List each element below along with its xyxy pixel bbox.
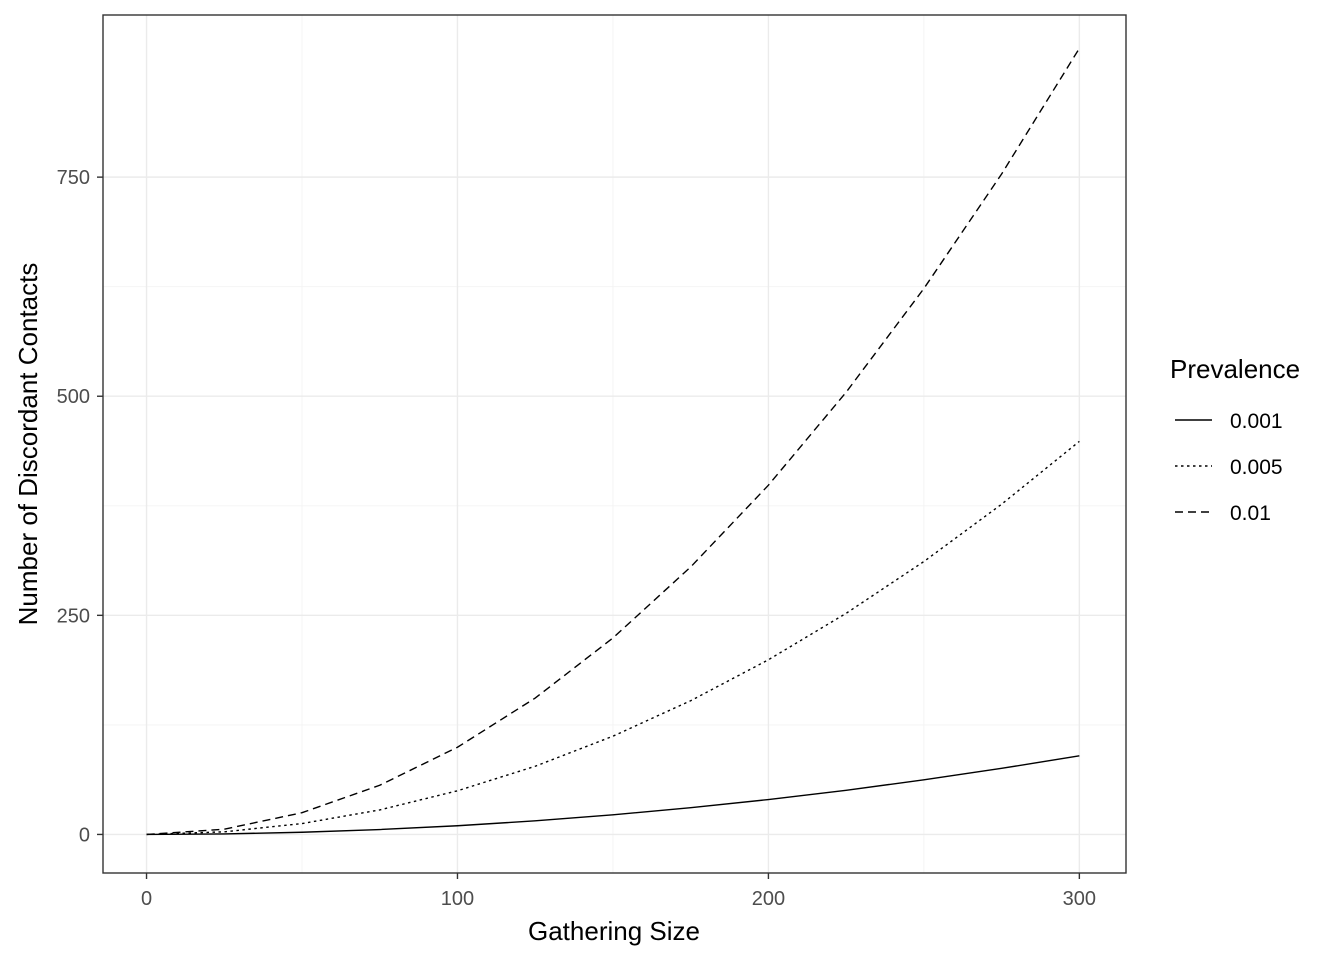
legend-label-0-001: 0.001: [1230, 410, 1283, 433]
legend-title: Prevalence: [1170, 354, 1300, 384]
series-layer: [146, 47, 1080, 836]
panel-background: [103, 15, 1126, 873]
series-line-0-01: [146, 47, 1080, 836]
legend: Prevalence 0.001 0.005 0.01: [1170, 354, 1300, 525]
y-tick-label-3: 750: [57, 167, 90, 189]
x-axis-title: Gathering Size: [528, 916, 700, 946]
x-tick-label-3: 300: [1063, 888, 1096, 910]
x-axis: 0 100 200 300: [141, 873, 1096, 910]
x-tick-label-0: 0: [141, 888, 152, 910]
legend-label-0-01: 0.01: [1230, 502, 1271, 525]
series-line-0-001: [146, 755, 1080, 836]
minor-grid: [103, 15, 1126, 873]
panel-border: [102, 14, 1127, 874]
y-tick-label-0: 0: [79, 824, 90, 846]
legend-label-0-005: 0.005: [1230, 456, 1283, 479]
x-tick-label-2: 200: [752, 888, 785, 910]
major-grid: [103, 15, 1126, 873]
x-tick-label-1: 100: [441, 888, 474, 910]
y-axis-title: Number of Discordant Contacts: [13, 263, 43, 626]
y-axis: 0 250 500 750: [57, 167, 103, 846]
y-tick-label-1: 250: [57, 605, 90, 627]
y-tick-label-2: 500: [57, 386, 90, 408]
